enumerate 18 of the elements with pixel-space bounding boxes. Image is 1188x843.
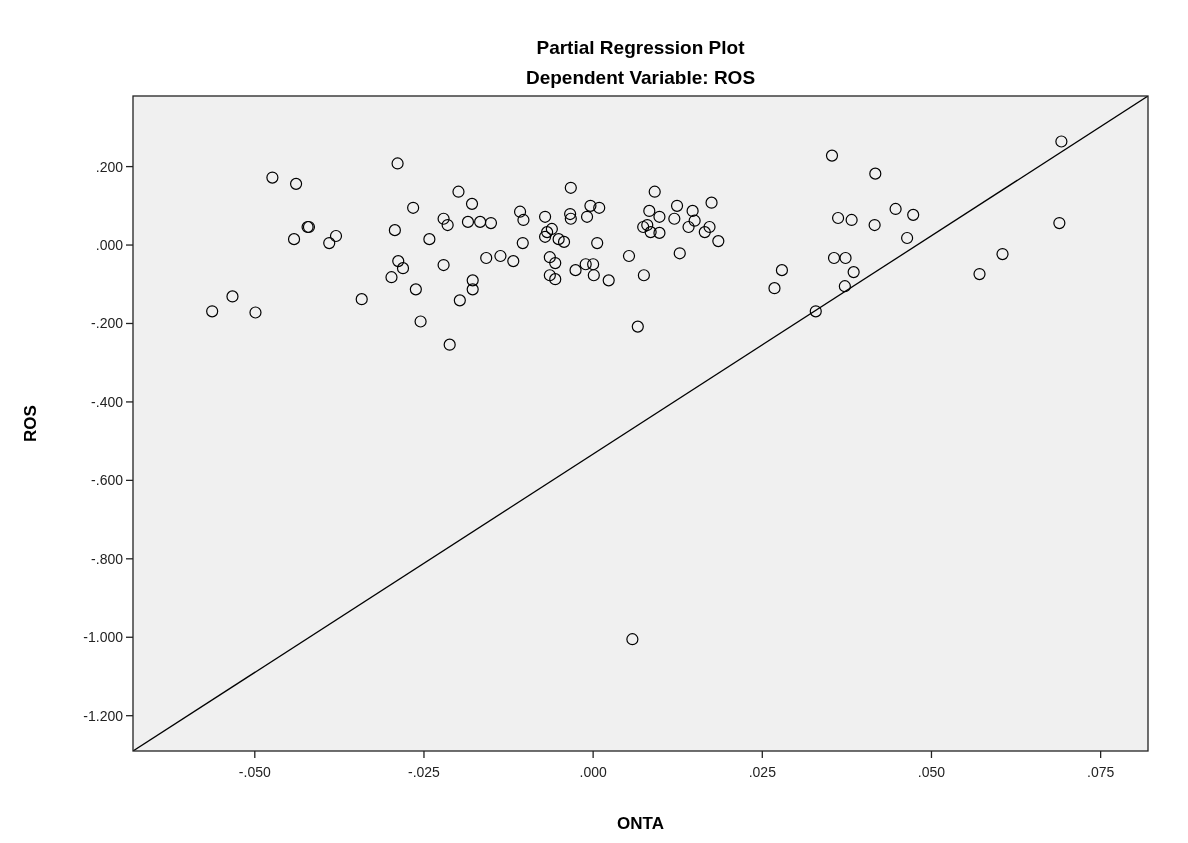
x-tick-label: .075	[1087, 764, 1115, 780]
y-tick-label: .200	[95, 158, 124, 175]
y-tick-label: .000	[95, 237, 124, 254]
chart-subtitle: Dependent Variable: ROS	[525, 67, 756, 88]
x-axis-title: ONTA	[617, 814, 664, 833]
chart-title: Partial Regression Plot	[536, 37, 746, 58]
y-tick-label: -1.000	[83, 629, 124, 646]
x-tick-label: .050	[917, 764, 946, 780]
x-tick-label: .025	[748, 764, 777, 780]
x-tick-label: -.025	[408, 764, 441, 780]
y-axis-title: ROS	[21, 405, 40, 442]
y-tick-label: -.200	[91, 315, 124, 332]
x-tick-label: .000	[579, 764, 607, 780]
y-tick-label: -.400	[91, 393, 124, 410]
y-tick-label: -.800	[91, 550, 124, 567]
y-tick-label: -.600	[91, 472, 124, 489]
x-tick-label: -.050	[238, 764, 271, 780]
y-tick-label: -1.200	[83, 707, 124, 724]
